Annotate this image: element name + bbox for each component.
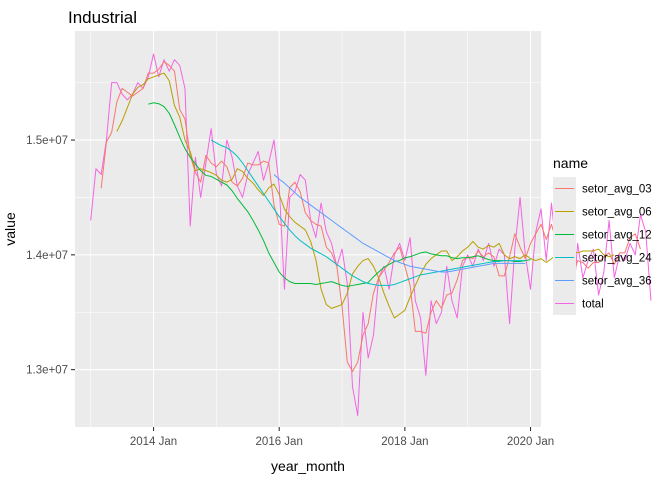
x-tick-label: 2016 Jan bbox=[256, 436, 303, 448]
x-tick-label: 2018 Jan bbox=[381, 436, 428, 448]
series-line-setor_avg_12 bbox=[148, 102, 531, 287]
y-axis-title: value bbox=[2, 212, 18, 246]
series-line-setor_avg_36 bbox=[273, 174, 526, 273]
x-tick-label: 2014 Jan bbox=[130, 436, 177, 448]
legend-label-setor_avg_06: setor_avg_06 bbox=[582, 207, 652, 219]
y-tick-label: 1.3e+07 bbox=[26, 365, 68, 377]
legend-label-setor_avg_03: setor_avg_03 bbox=[582, 184, 652, 196]
legend-label-setor_avg_36: setor_avg_36 bbox=[582, 276, 652, 288]
y-tick-label: 1.4e+07 bbox=[26, 250, 68, 262]
legend: name setor_avg_03 setor_avg_06 setor_avg_1… bbox=[553, 155, 652, 315]
x-axis-title: year_month bbox=[271, 458, 345, 474]
plot-panel bbox=[75, 31, 541, 427]
legend-label-setor_avg_12: setor_avg_12 bbox=[582, 230, 652, 242]
legend-label-total: total bbox=[582, 299, 604, 311]
legend-title: name bbox=[553, 155, 588, 171]
y-tick-label: 1.5e+07 bbox=[26, 135, 68, 147]
legend-label-setor_avg_24: setor_avg_24 bbox=[582, 253, 652, 265]
chart-title: Industrial bbox=[68, 8, 137, 27]
x-tick-label: 2020 Jan bbox=[507, 436, 554, 448]
series-line-setor_avg_24 bbox=[210, 139, 526, 286]
axes: 2014 Jan 2016 Jan 2018 Jan 2020 Jan 1.3e+07 1… bbox=[26, 135, 554, 448]
